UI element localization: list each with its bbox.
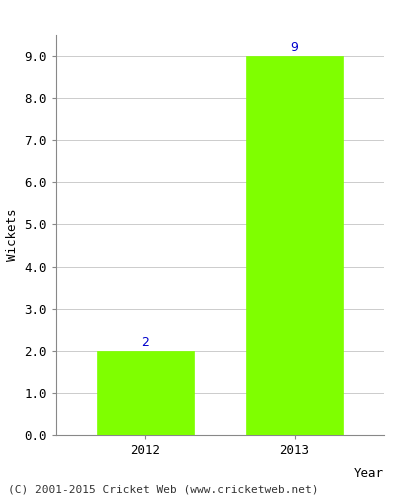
Y-axis label: Wickets: Wickets	[6, 209, 19, 261]
Bar	[97, 351, 194, 435]
Text: 9: 9	[291, 41, 298, 54]
Text: 2: 2	[142, 336, 149, 348]
Text: Year: Year	[354, 467, 384, 480]
Text: (C) 2001-2015 Cricket Web (www.cricketweb.net): (C) 2001-2015 Cricket Web (www.cricketwe…	[8, 485, 318, 495]
Bar	[246, 56, 343, 435]
